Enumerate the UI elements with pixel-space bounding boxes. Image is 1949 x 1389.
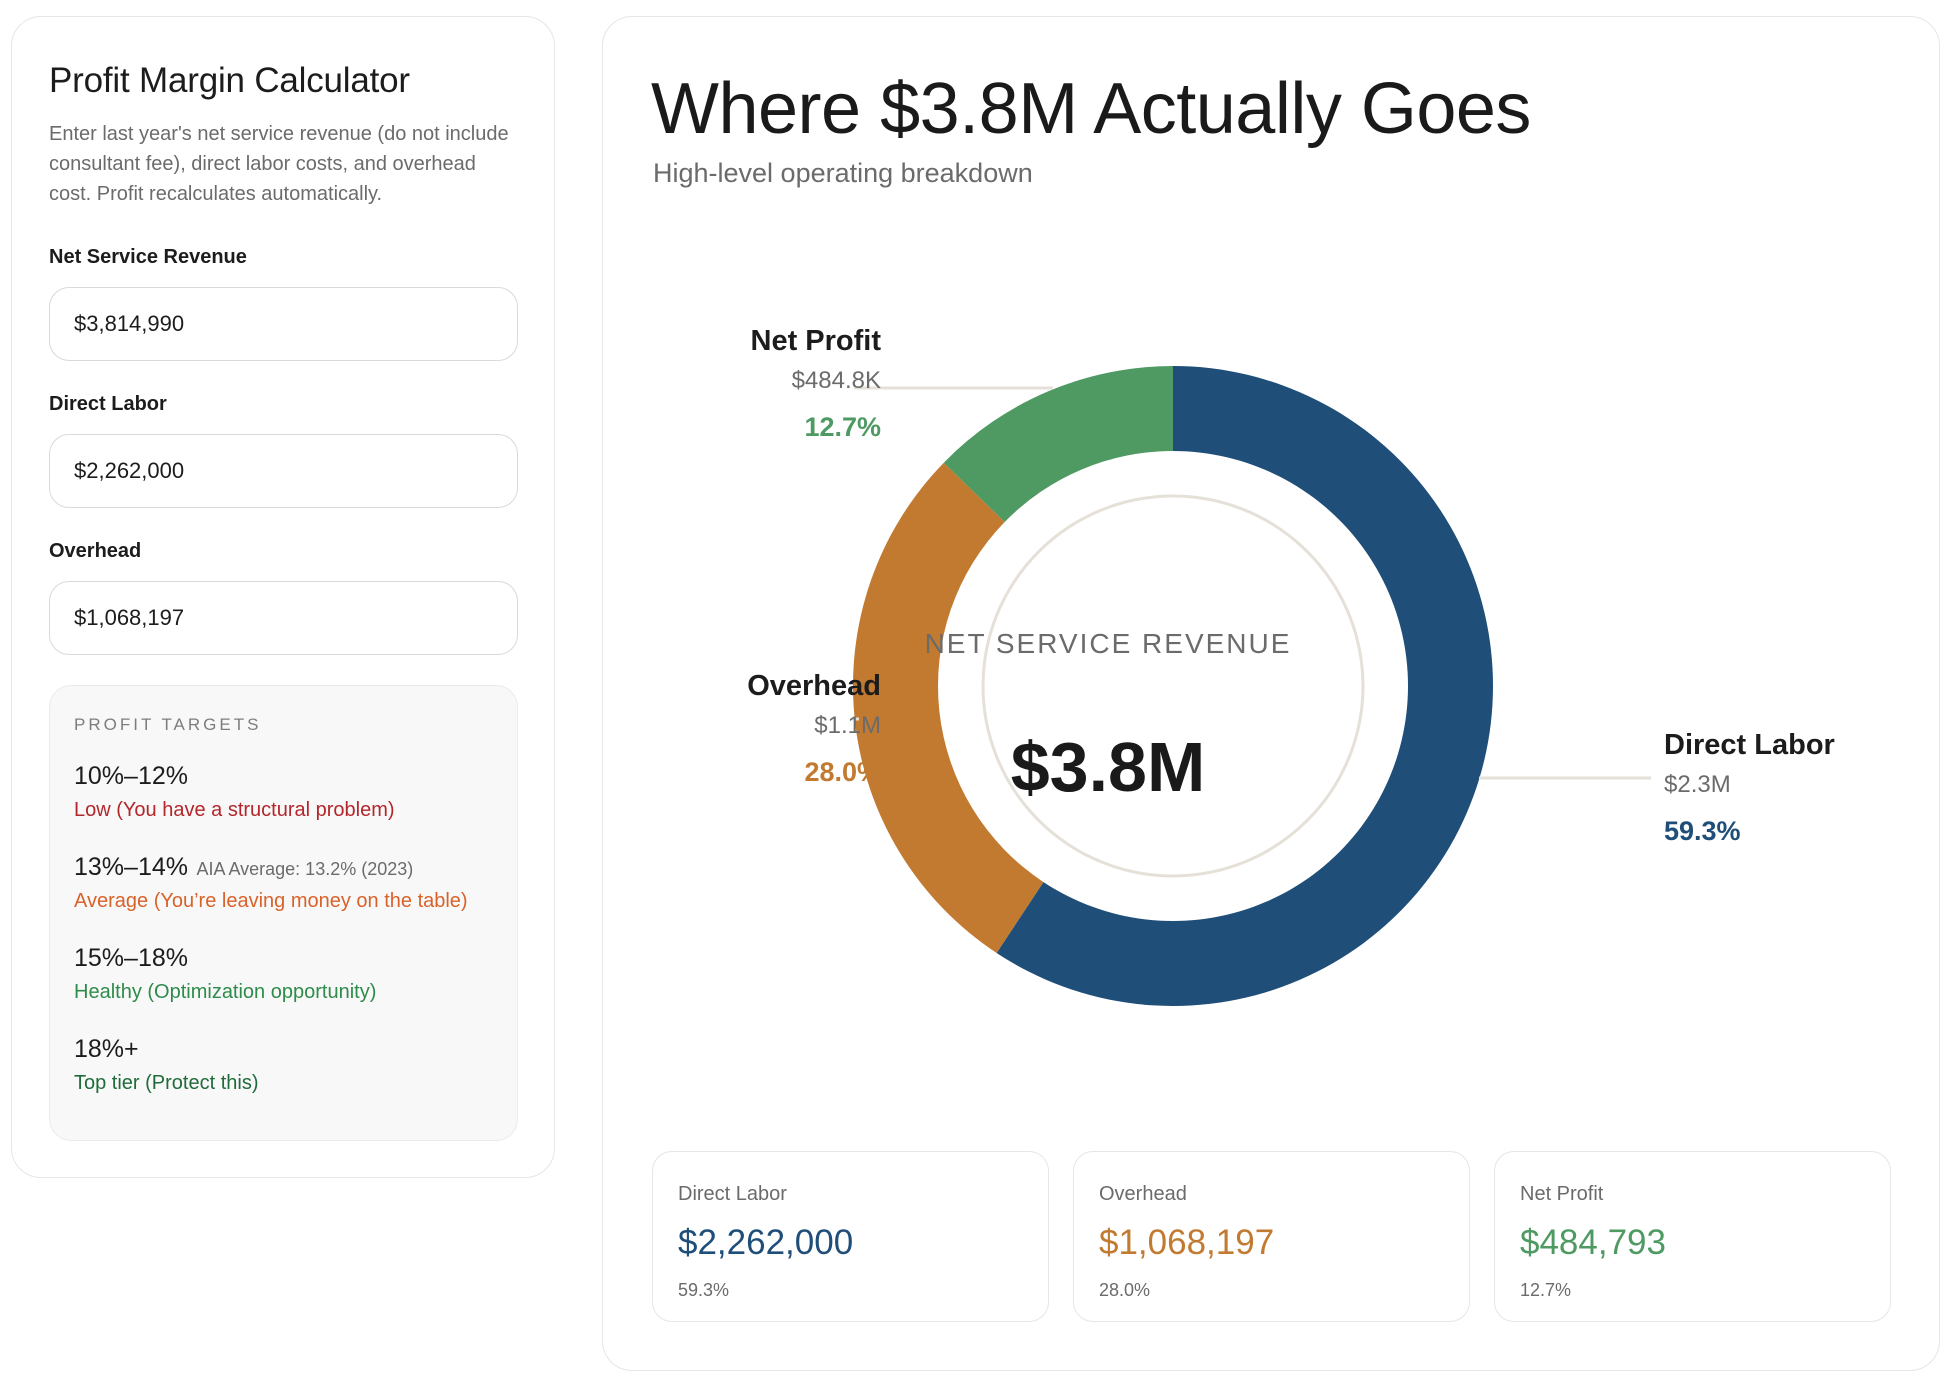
tier-description: Healthy (Optimization opportunity): [74, 981, 377, 1003]
donut-segment-net-profit: [943, 366, 1173, 523]
tier-benchmark-note: AIA Average: 13.2% (2023): [196, 859, 414, 879]
stat-percent: 59.3%: [678, 1280, 730, 1300]
stat-value: $484,793: [1520, 1223, 1666, 1262]
revenue-input[interactable]: [49, 287, 518, 361]
callout-percent: 59.3%: [1664, 816, 1741, 846]
center-value: $3.8M: [1010, 728, 1206, 806]
breakdown-panel: Where $3.8M Actually Goes High-level ope…: [602, 16, 1940, 1371]
stat-percent: 28.0%: [1099, 1280, 1151, 1300]
calculator-description: Enter last year's net service revenue (d…: [49, 123, 509, 205]
overhead-input[interactable]: [49, 581, 518, 655]
callout-amount: $2.3M: [1664, 771, 1731, 798]
stat-value: $2,262,000: [678, 1223, 854, 1262]
profit-targets-heading: PROFIT TARGETS: [74, 715, 262, 734]
tier-top: 18%+ Top tier (Protect this): [74, 1033, 493, 1098]
tier-range-row: 18%+: [74, 1033, 493, 1065]
callout-amount: $484.8K: [791, 367, 881, 394]
tier-low: 10%–12% Low (You have a structural probl…: [74, 760, 493, 825]
tier-range: 10%–12%: [74, 762, 188, 790]
breakdown-title: Where $3.8M Actually Goes: [651, 69, 1531, 149]
donut-segment-overhead: [852, 462, 1044, 953]
stat-card-overhead: Overhead $1,068,197 28.0%: [1073, 1151, 1470, 1322]
stat-label: Net Profit: [1520, 1183, 1604, 1205]
callout-overhead: Overhead $1.1M 28.0%: [663, 668, 881, 790]
callout-percent: 12.7%: [804, 412, 881, 442]
callout-name: Direct Labor: [1664, 729, 1835, 761]
breakdown-subtitle: High-level operating breakdown: [653, 158, 1033, 188]
stat-card-net-profit: Net Profit $484,793 12.7%: [1494, 1151, 1891, 1322]
revenue-field-group: Net Service Revenue: [49, 243, 518, 361]
tier-average: 13%–14% AIA Average: 13.2% (2023) Averag…: [74, 851, 493, 916]
tier-description: Top tier (Protect this): [74, 1072, 259, 1094]
revenue-label: Net Service Revenue: [49, 246, 247, 268]
callout-net-profit: Net Profit $484.8K 12.7%: [663, 323, 882, 445]
profit-targets-box: PROFIT TARGETS 10%–12% Low (You have a s…: [49, 685, 518, 1141]
callout-amount: $1.1M: [814, 712, 881, 739]
calculator-title: Profit Margin Calculator: [49, 61, 410, 100]
tier-range-row: 13%–14% AIA Average: 13.2% (2023): [74, 851, 493, 883]
donut-segment-direct-labor: [996, 366, 1493, 1006]
callout-name: Overhead: [747, 670, 881, 702]
tier-range: 18%+: [74, 1035, 139, 1063]
calculator-panel: Profit Margin Calculator Enter last year…: [11, 16, 555, 1178]
stat-label: Overhead: [1099, 1183, 1187, 1205]
tier-range: 15%–18%: [74, 944, 188, 972]
callout-direct-labor: Direct Labor $2.3M 59.3%: [1664, 727, 1904, 849]
inner-ring: [981, 494, 1365, 878]
tier-description: Low (You have a structural problem): [74, 799, 395, 821]
callout-name: Net Profit: [750, 325, 882, 357]
stat-value: $1,068,197: [1099, 1223, 1275, 1262]
stat-percent: 12.7%: [1520, 1280, 1572, 1300]
overhead-label: Overhead: [49, 540, 142, 562]
tier-healthy: 15%–18% Healthy (Optimization opportunit…: [74, 942, 493, 1007]
center-label: NET SERVICE REVENUE: [924, 628, 1292, 659]
tier-description: Average (You’re leaving money on the tab…: [74, 890, 468, 912]
direct-labor-label: Direct Labor: [49, 393, 167, 415]
stat-card-direct-labor: Direct Labor $2,262,000 59.3%: [652, 1151, 1049, 1322]
stat-label: Direct Labor: [678, 1183, 787, 1205]
tier-range-row: 15%–18%: [74, 942, 493, 974]
tier-range: 13%–14%: [74, 853, 188, 881]
direct-labor-input[interactable]: [49, 434, 518, 508]
callout-percent: 28.0%: [804, 757, 881, 787]
overhead-field-group: Overhead: [49, 537, 518, 655]
tier-range-row: 10%–12%: [74, 760, 493, 792]
direct-labor-field-group: Direct Labor: [49, 390, 518, 508]
